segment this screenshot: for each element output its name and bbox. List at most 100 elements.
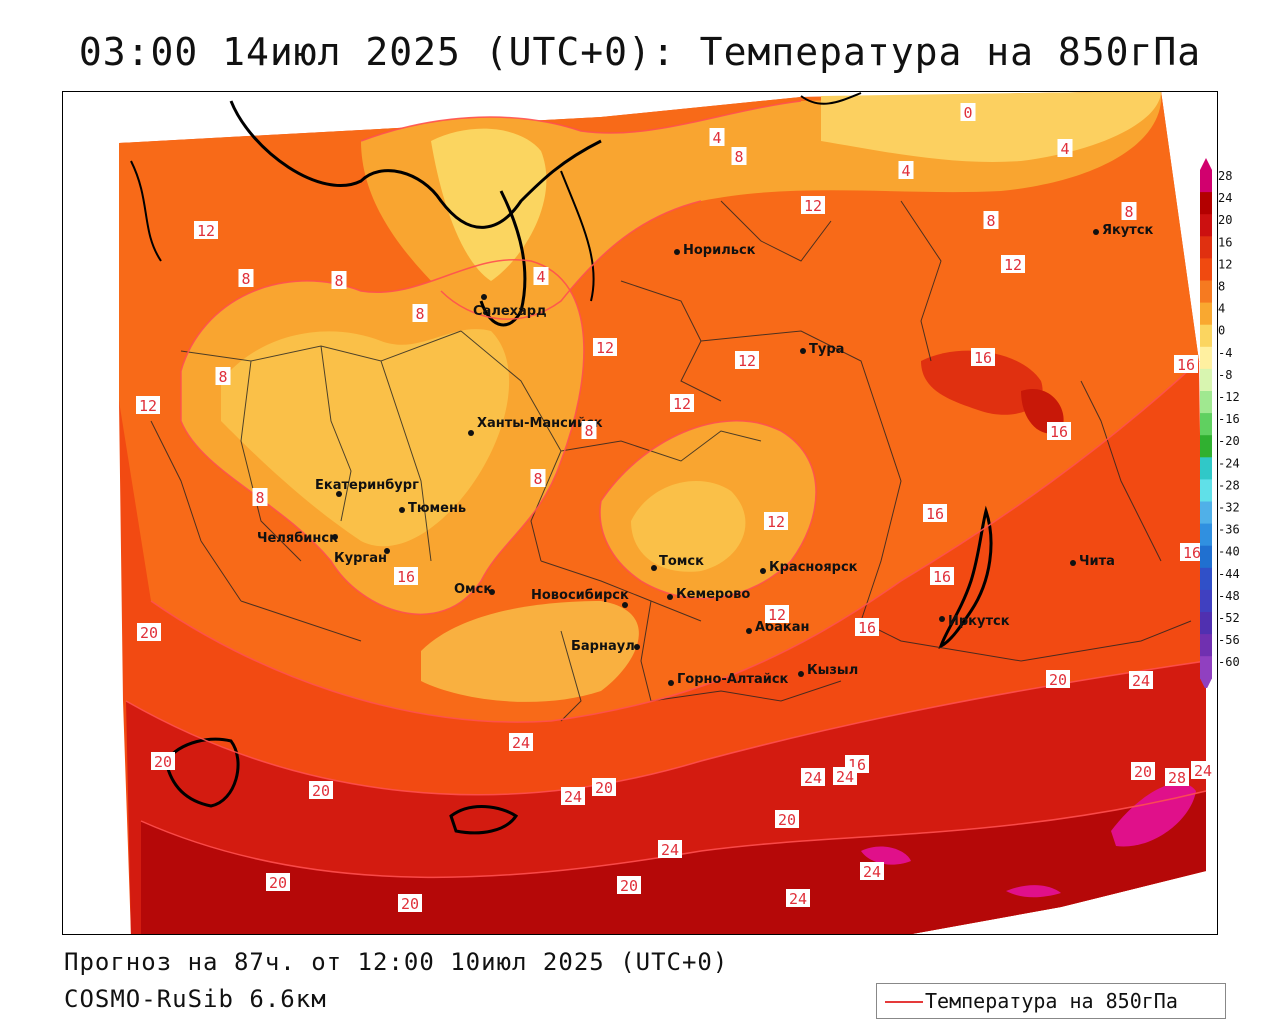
colorbar-swatch: [1200, 368, 1212, 392]
city-norilsk[interactable]: Норильск: [674, 243, 756, 258]
colorbar-tick-label: -4: [1218, 346, 1232, 360]
colorbar-swatch: [1200, 612, 1212, 635]
colorbar-tick-label: -56: [1218, 633, 1240, 647]
colorbar-tick-label: -12: [1218, 390, 1240, 404]
isotherm-label: 8: [530, 469, 546, 488]
city-barnaul[interactable]: Барнаул: [571, 639, 640, 654]
isotherm-label: 12: [593, 338, 617, 357]
city-kyzyl[interactable]: Кызыл: [798, 663, 858, 678]
city-yakutsk[interactable]: Якутск: [1093, 223, 1154, 238]
isotherm-label: 16: [923, 504, 947, 523]
svg-text:16: 16: [1177, 356, 1195, 374]
svg-text:12: 12: [767, 513, 785, 531]
colorbar-swatch: [1200, 324, 1212, 348]
svg-text:Якутск: Якутск: [1102, 223, 1154, 238]
isotherm-label: 12: [670, 394, 694, 413]
colorbar-swatch: [1200, 258, 1212, 281]
city-tyumen[interactable]: Тюмень: [399, 501, 466, 516]
isotherm-label: 8: [412, 304, 428, 323]
colorbar-tick-label: -48: [1218, 589, 1240, 603]
colorbar-tick-label: 16: [1218, 235, 1232, 249]
isotherm-label: 8: [215, 367, 231, 386]
svg-text:24: 24: [512, 734, 530, 752]
isotherm-label: 8: [252, 488, 268, 507]
svg-text:Тюмень: Тюмень: [408, 501, 466, 516]
svg-text:Екатеринбург: Екатеринбург: [315, 478, 419, 493]
city-salekhard[interactable]: Салехард: [473, 294, 547, 319]
svg-text:16: 16: [974, 349, 992, 367]
city-kemerovo[interactable]: Кемерово: [667, 587, 750, 602]
svg-text:16: 16: [933, 568, 951, 586]
colorbar-swatches: [1200, 158, 1212, 688]
isotherm-label: 20: [151, 752, 175, 771]
svg-text:Кемерово: Кемерово: [676, 587, 750, 602]
svg-text:Челябинск: Челябинск: [257, 531, 338, 546]
model-info: COSMO-RuSib 6.6км: [64, 985, 327, 1013]
svg-text:Ханты-Мансийск: Ханты-Мансийск: [477, 416, 603, 431]
isotherm-label: 24: [561, 787, 585, 806]
legend-line-icon: [885, 1001, 923, 1003]
city-yekaterinburg[interactable]: Екатеринбург: [315, 478, 419, 497]
isotherm-label: 12: [801, 196, 825, 215]
isotherm-label: 12: [1001, 255, 1025, 274]
isotherm-label: 8: [238, 269, 254, 288]
isotherm-label: 24: [1191, 761, 1215, 780]
city-omsk[interactable]: Омск: [454, 582, 495, 597]
isotherm-label: 16: [1174, 355, 1198, 374]
isotherm-label: 4: [898, 161, 914, 180]
svg-text:4: 4: [1060, 140, 1069, 158]
colorbar-swatch: [1200, 192, 1212, 215]
temperature-map[interactable]: Норильск Якутск Салехард Тура Ханты-Манс…: [62, 91, 1218, 935]
isotherm-contours: [125, 100, 1207, 879]
city-kurgan[interactable]: Курган: [334, 548, 390, 566]
colorbar-swatch: [1200, 435, 1212, 458]
svg-text:20: 20: [1049, 671, 1067, 689]
city-chita[interactable]: Чита: [1070, 554, 1115, 569]
svg-text:4: 4: [712, 129, 721, 147]
svg-text:8: 8: [533, 470, 542, 488]
colorbar-swatch: [1200, 479, 1212, 502]
city-label: Норильск: [683, 243, 756, 258]
colorbar-tick-label: -28: [1218, 478, 1240, 492]
isotherm-label: 12: [136, 396, 160, 415]
zone-0-north: [821, 92, 1161, 162]
isotherm-label: 24: [833, 767, 857, 786]
isotherm-label: 20: [1131, 762, 1155, 781]
map-title: 03:00 14июл 2025 (UTC+0): Температура на…: [78, 30, 1202, 74]
svg-text:4: 4: [536, 268, 545, 286]
svg-text:20: 20: [595, 779, 613, 797]
svg-text:Барнаул: Барнаул: [571, 639, 635, 654]
svg-text:12: 12: [768, 606, 786, 624]
city-tura[interactable]: Тура: [800, 342, 844, 357]
isotherm-label: 28: [1165, 768, 1189, 787]
zone-4-west: [221, 329, 510, 547]
city-irkutsk[interactable]: Иркутск: [939, 614, 1010, 629]
svg-text:12: 12: [738, 352, 756, 370]
isotherm-label: 8: [983, 211, 999, 230]
isotherm-label: 24: [658, 840, 682, 859]
svg-text:Чита: Чита: [1079, 554, 1115, 569]
svg-text:8: 8: [241, 270, 250, 288]
isotherm-label: 24: [860, 862, 884, 881]
city-khanty-mansiysk[interactable]: Ханты-Мансийск: [468, 416, 603, 436]
city-tomsk[interactable]: Томск: [651, 554, 704, 571]
svg-text:24: 24: [1194, 762, 1212, 780]
colorbar-swatch: [1200, 346, 1212, 370]
colorbar-tick-label: -36: [1218, 523, 1240, 537]
svg-text:24: 24: [1132, 672, 1150, 690]
city-abakan[interactable]: Абакан: [746, 620, 810, 635]
svg-text:20: 20: [778, 811, 796, 829]
city-chelyabinsk[interactable]: Челябинск: [257, 531, 338, 546]
colorbar-swatch: [1200, 567, 1212, 591]
zone-16-east: [921, 350, 1043, 415]
svg-text:8: 8: [334, 272, 343, 290]
city-krasnoyarsk[interactable]: Красноярск: [760, 560, 858, 575]
svg-text:24: 24: [804, 769, 822, 787]
city-novosibirsk[interactable]: Новосибирск: [531, 588, 629, 608]
city-gorno-altaysk[interactable]: Горно-Алтайск: [668, 672, 789, 687]
svg-text:8: 8: [255, 489, 264, 507]
svg-text:Новосибирск: Новосибирск: [531, 588, 629, 603]
isotherm-label: 24: [786, 889, 810, 908]
colorbar-tick-label: -16: [1218, 412, 1240, 426]
colorbar-tick-label: -20: [1218, 434, 1240, 448]
